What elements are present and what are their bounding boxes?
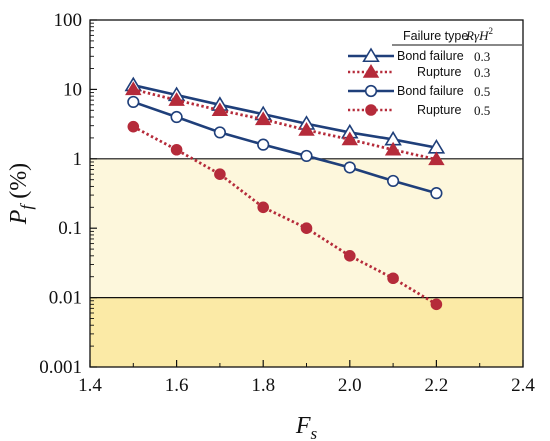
- legend-entry-param: 0.5: [474, 103, 490, 118]
- y-tick-label: 100: [54, 10, 83, 31]
- legend-marker: [364, 84, 378, 98]
- x-tick-label: 1.6: [165, 375, 189, 396]
- legend-entry-name: Rupture: [417, 103, 462, 117]
- band-1: [90, 297, 523, 367]
- x-axis-label-main: F: [295, 413, 311, 439]
- data-point: [300, 222, 313, 234]
- y-axis-label-subscript: f: [17, 203, 36, 210]
- data-point: [384, 141, 402, 156]
- y-axis-label-unit: (%): [6, 163, 32, 205]
- data-point: [430, 298, 443, 311]
- y-tick-label: 0.01: [49, 288, 82, 309]
- legend-marker: [365, 104, 377, 116]
- legend-header-param: RγH2: [465, 26, 493, 43]
- series-2: [127, 95, 443, 200]
- y-tick-label: 1: [73, 149, 83, 170]
- data-point: [168, 92, 185, 106]
- data-point: [387, 272, 399, 285]
- data-point: [170, 110, 183, 124]
- background-bands: [90, 158, 523, 367]
- data-point: [213, 126, 226, 139]
- data-point: [127, 120, 140, 133]
- x-tick-label: 2.2: [425, 375, 449, 396]
- y-axis-label-main: P: [6, 209, 32, 225]
- data-point: [257, 138, 270, 151]
- data-point: [430, 187, 443, 200]
- x-tick-label: 2.0: [338, 375, 362, 396]
- legend-header-type: Failure type: [403, 29, 468, 43]
- data-point: [211, 102, 229, 117]
- legend-entry-name: Bond failure: [397, 49, 464, 63]
- data-point: [387, 174, 400, 188]
- series-1: [125, 81, 445, 166]
- data-point: [170, 143, 183, 156]
- x-axis-label: Fs: [295, 413, 318, 441]
- series-line: [133, 83, 437, 149]
- series-3: [127, 120, 443, 311]
- legend-marker: [362, 47, 380, 63]
- series-line: [132, 125, 438, 306]
- data-series: [124, 76, 446, 311]
- data-point: [341, 131, 359, 146]
- series-line: [132, 88, 437, 161]
- y-tick-label: 0.001: [39, 357, 82, 378]
- legend-marker: [362, 64, 380, 78]
- x-axis-label-subscript: s: [311, 424, 318, 441]
- legend-entry-name: Bond failure: [397, 84, 464, 98]
- y-axis-label: Pf (%): [6, 163, 36, 225]
- y-tick-label: 0.1: [58, 218, 82, 239]
- data-point: [428, 151, 445, 166]
- data-point: [257, 201, 270, 214]
- x-tick-label: 1.8: [251, 375, 275, 396]
- data-point: [298, 122, 315, 136]
- data-point: [300, 149, 313, 163]
- data-point: [343, 161, 356, 174]
- y-tick-label: 10: [63, 79, 82, 100]
- legend-entry-param: 0.3: [474, 49, 490, 64]
- x-tick-label: 1.4: [78, 375, 102, 396]
- series-line: [132, 100, 437, 195]
- legend-entry-param: 0.3: [474, 65, 490, 80]
- data-point: [125, 81, 142, 96]
- data-point: [214, 168, 226, 180]
- data-point: [344, 250, 356, 262]
- axis-ticks: 1.4 1.6 1.8 2.0 2.2 2.4 0.001 0.01 0.1 1 10 100: [39, 10, 535, 396]
- legend-entry-name: Rupture: [417, 65, 462, 79]
- data-point: [127, 95, 140, 109]
- legend-entry-param: 0.5: [474, 84, 490, 99]
- x-tick-label: 2.4: [511, 375, 535, 396]
- data-point: [254, 111, 272, 126]
